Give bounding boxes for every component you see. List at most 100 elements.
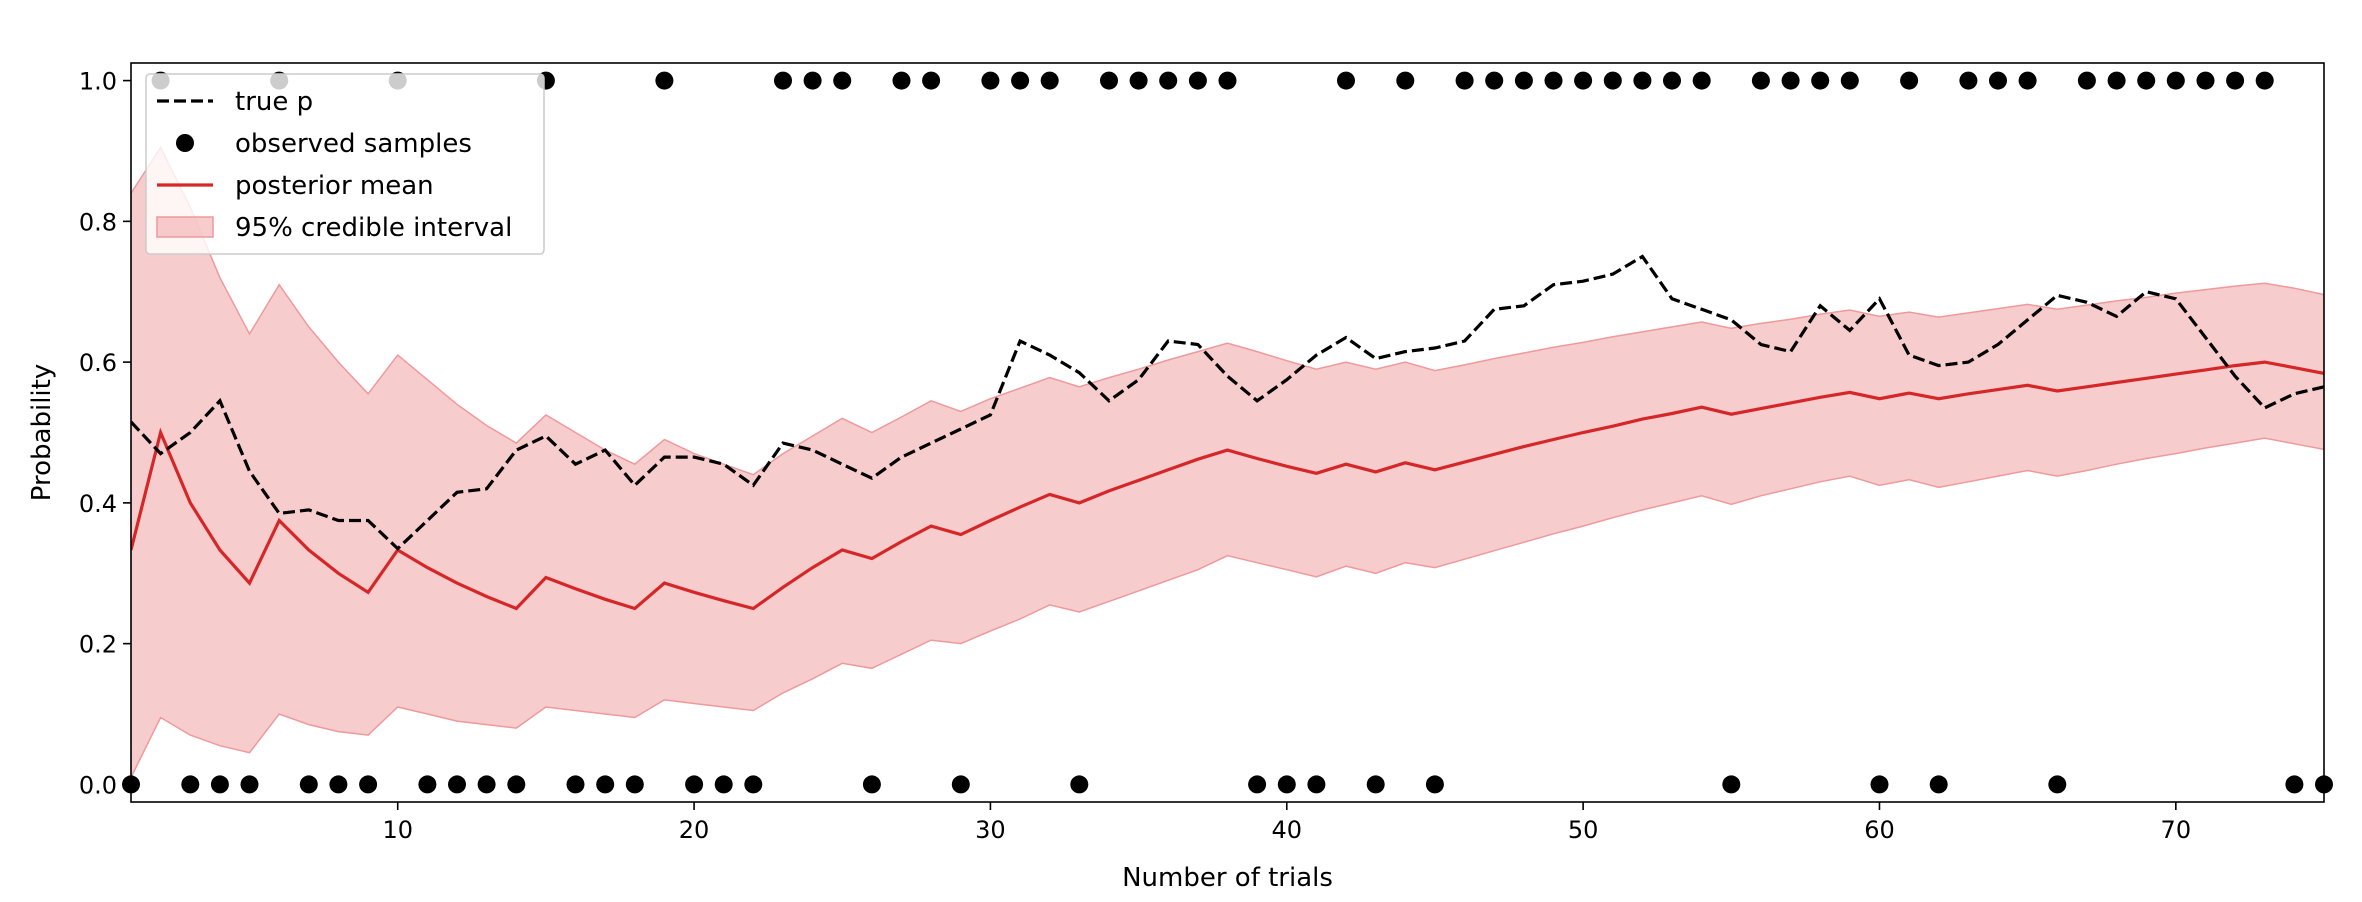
true-p-line <box>131 254 2324 551</box>
legend-box <box>145 73 545 255</box>
observed-sample-point <box>2077 71 2096 90</box>
observed-sample-point <box>1722 775 1741 794</box>
observed-sample-point <box>1959 71 1978 90</box>
observed-sample-point <box>1692 71 1711 90</box>
x-tick-label: 40 <box>1271 816 1302 844</box>
plot-frame <box>130 62 2325 803</box>
x-tick-label: 60 <box>1864 816 1895 844</box>
observed-sample-point <box>1900 71 1919 90</box>
x-tick-label: 20 <box>679 816 710 844</box>
observed-sample-point <box>2166 71 2185 90</box>
observed-sample-point <box>240 775 259 794</box>
observed-sample-point <box>2048 775 2067 794</box>
observed-sample-point <box>2285 775 2304 794</box>
y-axis-ticks: 0.0 0.2 0.4 0.6 0.8 1.0 <box>79 68 131 799</box>
true-p-layer <box>131 254 2324 551</box>
observed-sample-point <box>1159 71 1178 90</box>
observed-sample-point <box>1929 775 1948 794</box>
observed-sample-point <box>1425 775 1444 794</box>
observed-sample-point <box>566 775 585 794</box>
x-tick-label: 70 <box>2161 816 2192 844</box>
legend-interval-swatch <box>156 216 214 238</box>
legend: true p observed samples posterior mean 95% … <box>145 73 545 255</box>
observed-sample-point <box>359 775 378 794</box>
legend-label: 95% credible interval <box>235 213 512 243</box>
observed-sample-point <box>1337 71 1355 90</box>
observed-sample-point <box>1781 71 1800 90</box>
observed-sample-point <box>1188 71 1207 90</box>
observed-sample-point <box>1633 71 1652 90</box>
y-tick-label: 0.6 <box>79 349 117 377</box>
observed-sample-point <box>922 71 941 90</box>
observed-sample-point <box>1366 775 1385 794</box>
observed-sample-point <box>833 71 852 90</box>
observed-sample-point <box>1485 71 1504 90</box>
observed-sample-point <box>951 775 970 794</box>
observed-sample-point <box>1870 775 1889 794</box>
observed-sample-point <box>862 775 881 794</box>
observed-sample-point <box>1070 775 1089 794</box>
observed-sample-point <box>655 71 674 90</box>
observed-sample-point <box>1248 775 1267 794</box>
observed-sample-point <box>2018 71 2037 90</box>
observed-sample-point <box>299 775 318 794</box>
observed-sample-point <box>685 775 704 794</box>
posterior-mean-line <box>131 360 2324 611</box>
observed-sample-point <box>181 775 200 794</box>
observed-sample-point <box>981 71 1000 90</box>
y-tick-label: 0.8 <box>79 208 117 236</box>
observed-sample-point <box>1544 71 1563 90</box>
observed-sample-point <box>1663 71 1681 90</box>
credible-interval-layer <box>131 145 2324 778</box>
y-axis-label: Probability <box>27 364 57 501</box>
x-tick-label: 10 <box>382 816 413 844</box>
legend-samples-swatch <box>176 134 194 152</box>
observed-sample-point <box>714 775 733 794</box>
legend-label: true p <box>235 87 313 117</box>
x-tick-label: 50 <box>1568 816 1599 844</box>
observed-sample-point <box>2107 71 2126 90</box>
observed-sample-point <box>774 71 792 90</box>
y-tick-label: 0.4 <box>79 490 117 518</box>
observed-sample-point <box>1811 71 1830 90</box>
observed-sample-point <box>448 775 466 794</box>
y-tick-label: 1.0 <box>79 68 117 96</box>
observed-sample-point <box>744 775 763 794</box>
observed-sample-point <box>2196 71 2215 90</box>
observed-sample-point <box>2226 71 2245 90</box>
observed-sample-point <box>2137 71 2156 90</box>
observed-sample-point <box>1574 71 1593 90</box>
observed-sample-point <box>1455 71 1474 90</box>
observed-sample-point <box>1396 71 1415 90</box>
observed-sample-point <box>418 775 437 794</box>
y-tick-label: 0.2 <box>79 631 117 659</box>
observed-sample-point <box>1514 71 1533 90</box>
legend-label: posterior mean <box>235 171 434 201</box>
observed-sample-point <box>596 775 615 794</box>
observed-sample-point <box>329 775 348 794</box>
observed-sample-point <box>477 775 496 794</box>
x-axis-label: Number of trials <box>1122 863 1333 893</box>
observed-sample-point <box>1840 71 1859 90</box>
observed-sample-point <box>1011 71 1030 90</box>
x-tick-label: 30 <box>975 816 1006 844</box>
observed-sample-point <box>1307 775 1326 794</box>
y-tick-label: 0.0 <box>79 771 117 799</box>
x-axis-ticks: 10 20 30 40 50 60 70 <box>382 802 2191 844</box>
observed-sample-point <box>803 71 822 90</box>
observed-sample-point <box>1277 775 1296 794</box>
credible-interval-band <box>131 145 2324 778</box>
observed-sample-point <box>2255 71 2274 90</box>
observed-sample-point <box>1751 71 1770 90</box>
observed-sample-point <box>1040 71 1059 90</box>
observed-sample-point <box>210 775 229 794</box>
observed-sample-point <box>892 71 911 90</box>
observed-sample-point <box>1100 71 1118 90</box>
observed-sample-point <box>1989 71 2007 90</box>
posterior-mean-layer <box>131 360 2324 611</box>
observed-sample-point <box>1603 71 1622 90</box>
observed-sample-point <box>1129 71 1148 90</box>
legend-label: observed samples <box>235 129 472 159</box>
